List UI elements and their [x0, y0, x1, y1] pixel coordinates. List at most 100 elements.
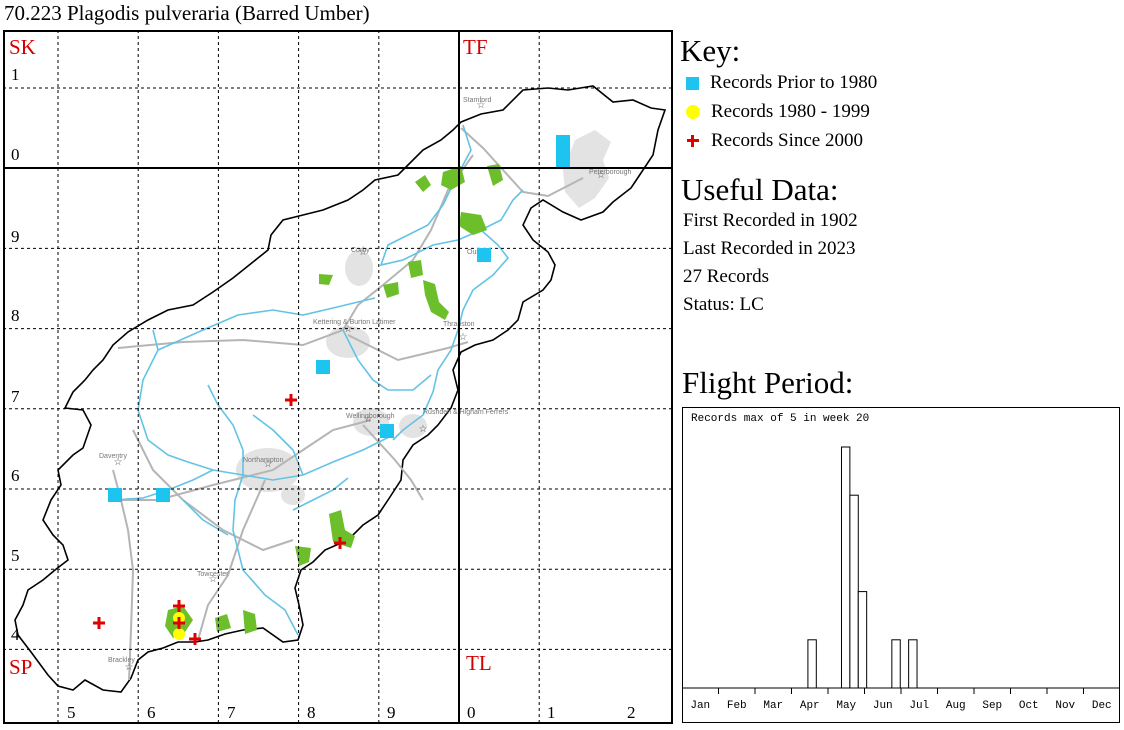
- key-label: Records Since 2000: [711, 130, 863, 151]
- yellow-circle-icon: [686, 105, 700, 119]
- easting-label: 2: [627, 703, 636, 722]
- month-tick-label: Jan: [690, 700, 710, 712]
- easting-label: 9: [387, 703, 396, 722]
- easting-label: 6: [147, 703, 156, 722]
- record-since-2000: [285, 394, 297, 406]
- northing-label: 5: [11, 546, 20, 565]
- town-label: Wellingborough: [346, 413, 395, 420]
- page-title: 70.223 Plagodis pulveraria (Barred Umber…: [4, 1, 370, 25]
- flight-period-chart: Jan Feb Mar Apr May Jun Jul Aug Sep Oct Nov Dec Rec…: [682, 407, 1120, 723]
- distribution-map: ☆Stamford☆Peterborough☆Oundle☆Corby☆Kett…: [3, 30, 673, 724]
- grid-lines: [3, 30, 673, 724]
- grid-square-tl: TL: [466, 651, 492, 675]
- town-star-icon: ☆: [344, 324, 353, 335]
- grid-square-tf: TF: [463, 35, 488, 59]
- town-label: Northampton: [243, 457, 284, 464]
- northing-label: 8: [11, 306, 20, 325]
- woodland: [165, 164, 503, 638]
- record-count: 27 Records: [683, 266, 770, 287]
- town-label: Peterborough: [589, 169, 632, 176]
- northing-label: 6: [11, 466, 20, 485]
- town-label: Daventry: [99, 453, 128, 460]
- northing-label: 9: [11, 227, 20, 246]
- easting-label: 8: [307, 703, 316, 722]
- county-boundary: [14, 85, 667, 693]
- record-prior-1980: [477, 248, 491, 262]
- month-tick-label: Dec: [1092, 700, 1112, 712]
- flight-bar-week: [849, 494, 859, 689]
- flight-bar-week: [840, 446, 851, 689]
- northing-label: 4: [11, 625, 20, 644]
- easting-label: 7: [227, 703, 236, 722]
- flight-bar-week: [857, 591, 868, 689]
- key-label: Records 1980 - 1999: [711, 101, 870, 122]
- month-tick-label: Apr: [800, 700, 820, 712]
- record-1980-1999: [173, 628, 185, 640]
- chart-note: Records max of 5 in week 20: [691, 413, 870, 425]
- grid-square-sp: SP: [9, 655, 32, 679]
- red-plus-icon: [686, 134, 700, 148]
- last-recorded: Last Recorded in 2023: [683, 238, 856, 259]
- town-label: Rushden & Higham Ferrers: [423, 409, 509, 416]
- town-label: Brackley: [108, 657, 135, 664]
- month-tick-label: May: [836, 700, 856, 712]
- town-label: Towcester: [197, 571, 229, 578]
- month-tick-label: Jun: [873, 700, 893, 712]
- chart-frame: [682, 407, 1120, 723]
- month-tick-label: Oct: [1019, 700, 1039, 712]
- northing-label: 7: [11, 387, 20, 406]
- month-tick-label: Feb: [727, 700, 747, 712]
- month-tick-label: Sep: [982, 700, 1002, 712]
- town-label: Kettering & Burton Latimer: [313, 319, 396, 326]
- northing-label: 1: [11, 65, 20, 84]
- month-tick-label: Aug: [946, 700, 966, 712]
- record-since-2000: [93, 617, 105, 629]
- key-heading: Key:: [680, 33, 741, 68]
- easting-label: 5: [67, 703, 76, 722]
- easting-label: 1: [547, 703, 556, 722]
- useful-data-heading: Useful Data:: [681, 172, 839, 207]
- record-prior-1980: [156, 488, 170, 502]
- town-star-icon: ☆: [364, 414, 373, 425]
- town-star-icon: ☆: [597, 170, 606, 181]
- month-tick-label: Jul: [909, 700, 929, 712]
- record-prior-1980: [316, 360, 330, 374]
- town-star-icon: ☆: [419, 424, 428, 435]
- key-item-prior-1980: Records Prior to 1980: [686, 72, 877, 94]
- record-prior-1980: [380, 424, 394, 438]
- flight-bar-week: [908, 639, 918, 689]
- grid-square-sk: SK: [9, 35, 36, 59]
- status: Status: LC: [683, 294, 764, 315]
- town-label: Stamford: [463, 97, 492, 104]
- map-canvas: ☆Stamford☆Peterborough☆Oundle☆Corby☆Kett…: [3, 30, 673, 724]
- town-star-icon: ☆: [114, 457, 123, 468]
- record-since-2000: [334, 537, 346, 549]
- flight-bar-week: [891, 639, 901, 689]
- map-border: [3, 30, 673, 724]
- record-prior-1980: [556, 135, 570, 167]
- town-star-icon: ☆: [477, 100, 486, 111]
- blue-square-icon: [686, 76, 699, 90]
- chart-canvas: Jan Feb Mar Apr May Jun Jul Aug Sep Oct Nov Dec: [682, 407, 1120, 723]
- month-tick-label: Mar: [763, 700, 783, 712]
- first-recorded: First Recorded in 1902: [683, 210, 858, 231]
- town-star-icon: ☆: [264, 459, 273, 470]
- records-layer: [93, 135, 570, 645]
- key-item-1980-1999: Records 1980 - 1999: [686, 101, 870, 123]
- town-star-icon: ☆: [125, 662, 134, 673]
- record-prior-1980: [108, 488, 122, 502]
- month-tick-label: Nov: [1055, 700, 1075, 712]
- town-star-icon: ☆: [359, 247, 368, 258]
- town-star-icon: ☆: [209, 574, 218, 585]
- key-label: Records Prior to 1980: [710, 72, 878, 93]
- flight-period-heading: Flight Period:: [682, 365, 854, 400]
- record-since-2000: [173, 600, 185, 612]
- record-since-2000: [173, 617, 185, 629]
- easting-label: 0: [467, 703, 476, 722]
- key-item-since-2000: Records Since 2000: [686, 130, 863, 152]
- town-star-icon: ☆: [459, 332, 468, 343]
- northing-label: 0: [11, 145, 20, 164]
- town-label: Corby: [351, 247, 370, 254]
- flight-bar-week: [807, 639, 817, 689]
